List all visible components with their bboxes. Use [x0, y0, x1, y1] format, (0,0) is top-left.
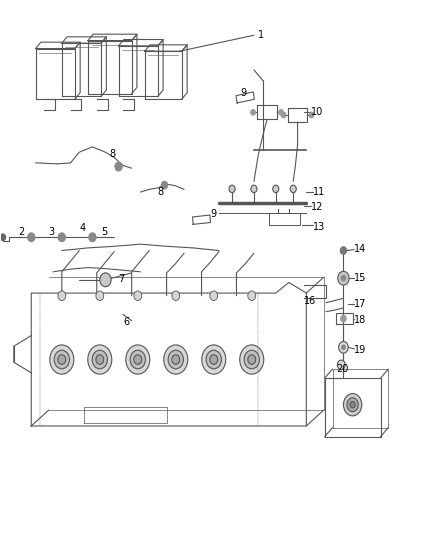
- Text: 18: 18: [354, 314, 367, 325]
- Text: 15: 15: [354, 273, 367, 283]
- Ellipse shape: [210, 355, 218, 365]
- Text: 8: 8: [110, 149, 116, 159]
- Ellipse shape: [202, 345, 226, 374]
- Text: 8: 8: [158, 187, 164, 197]
- Ellipse shape: [126, 345, 150, 374]
- Circle shape: [339, 342, 348, 353]
- Ellipse shape: [134, 355, 142, 365]
- Circle shape: [251, 185, 257, 192]
- Circle shape: [161, 181, 167, 189]
- Ellipse shape: [164, 345, 188, 374]
- Circle shape: [337, 360, 345, 369]
- Circle shape: [279, 110, 283, 115]
- Text: 13: 13: [313, 222, 325, 232]
- Text: 2: 2: [18, 228, 25, 238]
- Circle shape: [248, 291, 256, 301]
- Circle shape: [58, 291, 66, 301]
- Text: 16: 16: [304, 296, 316, 306]
- Ellipse shape: [92, 350, 107, 369]
- Ellipse shape: [240, 345, 264, 374]
- Circle shape: [58, 233, 65, 241]
- Ellipse shape: [58, 355, 66, 365]
- Circle shape: [338, 271, 349, 285]
- Ellipse shape: [50, 345, 74, 374]
- Circle shape: [282, 112, 286, 118]
- Text: 4: 4: [79, 223, 85, 233]
- Circle shape: [210, 291, 218, 301]
- Circle shape: [0, 234, 6, 240]
- Ellipse shape: [172, 355, 180, 365]
- Text: 3: 3: [49, 228, 55, 238]
- Text: 10: 10: [311, 107, 323, 117]
- Circle shape: [172, 291, 180, 301]
- Ellipse shape: [130, 350, 145, 369]
- Ellipse shape: [244, 350, 259, 369]
- Circle shape: [89, 233, 96, 241]
- Ellipse shape: [96, 355, 104, 365]
- Ellipse shape: [54, 350, 70, 369]
- Text: 20: 20: [336, 364, 348, 374]
- Text: 1: 1: [258, 30, 265, 41]
- Circle shape: [229, 185, 235, 192]
- Ellipse shape: [343, 393, 362, 416]
- Ellipse shape: [347, 398, 358, 411]
- Circle shape: [96, 291, 104, 301]
- Ellipse shape: [350, 401, 355, 408]
- Text: 9: 9: [210, 209, 216, 220]
- Ellipse shape: [88, 345, 112, 374]
- Text: 17: 17: [354, 298, 367, 309]
- Text: 14: 14: [354, 245, 367, 254]
- Circle shape: [100, 273, 111, 287]
- Circle shape: [273, 185, 279, 192]
- Text: 11: 11: [313, 187, 325, 197]
- Text: 7: 7: [119, 274, 125, 284]
- Circle shape: [309, 112, 314, 118]
- Ellipse shape: [168, 350, 184, 369]
- Text: 19: 19: [354, 345, 367, 356]
- Circle shape: [340, 247, 346, 254]
- Text: 6: 6: [123, 317, 129, 327]
- Circle shape: [290, 185, 296, 192]
- Ellipse shape: [248, 355, 256, 365]
- Text: 9: 9: [241, 88, 247, 98]
- Circle shape: [342, 345, 345, 350]
- Text: 5: 5: [101, 228, 107, 238]
- Circle shape: [134, 291, 142, 301]
- Text: 12: 12: [311, 202, 323, 212]
- Circle shape: [251, 110, 255, 115]
- Ellipse shape: [206, 350, 221, 369]
- Circle shape: [28, 233, 35, 241]
- Circle shape: [115, 163, 122, 171]
- Circle shape: [341, 276, 346, 281]
- Circle shape: [341, 316, 346, 322]
